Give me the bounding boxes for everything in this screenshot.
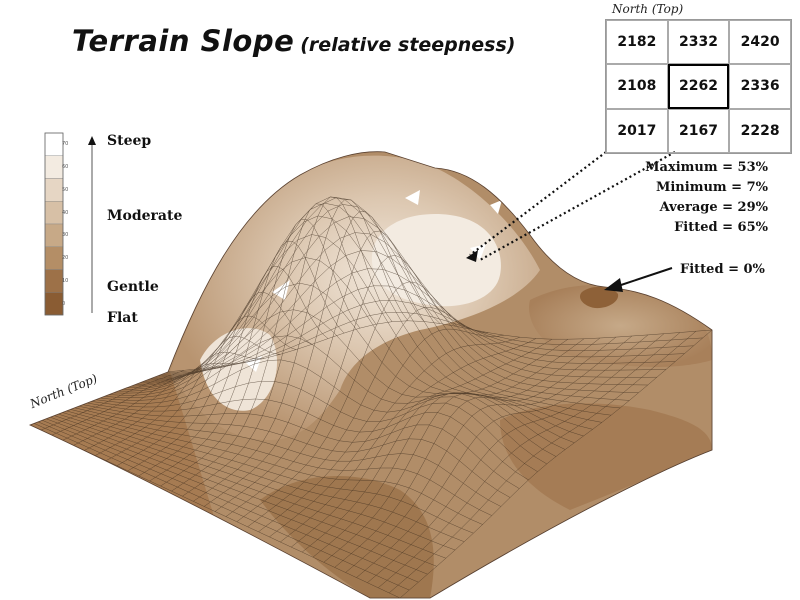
mesh-line	[119, 215, 602, 423]
legend-swatch	[44, 246, 64, 270]
stat-average: Average = 29%	[659, 200, 768, 215]
mesh-line	[78, 405, 511, 498]
grid-leader-line	[479, 151, 676, 261]
mesh-line	[103, 309, 566, 450]
peak-arrow-icon	[466, 250, 478, 262]
stat-minimum: Minimum = 7%	[655, 180, 768, 195]
legend-arrow-icon	[88, 136, 96, 145]
mesh-line	[62, 412, 474, 534]
grid-cell: 2336	[729, 64, 791, 109]
mesh-line	[107, 282, 575, 444]
title-main: Terrain Slope	[72, 24, 295, 58]
mesh-line	[50, 416, 446, 559]
mesh-line	[58, 413, 465, 542]
mesh-line	[70, 409, 492, 516]
mesh-line	[66, 410, 483, 525]
mesh-line	[139, 216, 648, 386]
mesh-line	[54, 415, 456, 551]
fitted-zero-arrow-icon	[604, 278, 623, 292]
grid-cell: 2182	[606, 20, 668, 65]
legend-label-gentle: Gentle	[107, 279, 159, 295]
grid-cell: 2108	[606, 64, 668, 109]
legend-frame	[44, 132, 64, 316]
mesh-line	[167, 320, 712, 373]
mesh-line	[127, 196, 621, 409]
surface-mesh	[30, 196, 712, 599]
title-subtitle: (relative steepness)	[300, 34, 516, 56]
mesh-line	[131, 197, 630, 401]
grid-cell-center: 2262	[667, 64, 730, 109]
mesh-line	[147, 250, 667, 380]
mesh-line	[155, 285, 685, 377]
grid-cell: 2167	[667, 108, 730, 153]
legend-tick-label: 70	[62, 141, 69, 148]
legend-swatch	[44, 269, 64, 293]
legend-swatch	[44, 132, 64, 156]
grid-cell: 2420	[729, 20, 791, 65]
legend-tick-label: 30	[62, 232, 69, 239]
ridge-zone	[529, 285, 712, 367]
grid-cell: 2017	[606, 108, 668, 153]
mesh-line	[98, 335, 557, 457]
fitted-zero-spot	[580, 286, 619, 309]
mesh-line	[135, 204, 639, 393]
grid-cell: 2228	[729, 108, 791, 153]
legend-tick-label: 40	[62, 209, 69, 216]
steep-spot	[470, 244, 486, 260]
elevation-grid: 2182 2332 2420 2108 2262 2336 2017 2167 …	[605, 19, 792, 154]
grid-leader-line	[469, 151, 607, 256]
legend-swatch	[44, 155, 64, 179]
mesh-line	[94, 359, 547, 465]
mesh-line	[74, 407, 502, 507]
steep-spot	[405, 190, 420, 205]
fitted-zero-arrow-line	[617, 267, 673, 287]
legend-swatch	[44, 223, 64, 247]
legend-tick-label: 10	[62, 277, 69, 284]
legend-swatch	[44, 292, 64, 316]
mesh-line	[34, 423, 410, 591]
mesh-line	[46, 418, 437, 567]
legend-tick-label: 0	[62, 300, 66, 307]
mesh-line	[82, 404, 520, 489]
mesh-line	[90, 380, 538, 472]
mesh-line	[143, 232, 657, 381]
legend-tick-label: 20	[62, 255, 69, 262]
legend-color-bar	[44, 132, 64, 316]
mesh-line	[159, 300, 694, 375]
legend-label-moderate: Moderate	[107, 208, 183, 224]
surface-outline	[28, 151, 713, 599]
fitted-zero-label: Fitted = 0%	[680, 262, 765, 277]
legend-tick-label: 50	[62, 186, 69, 193]
mesh-line	[115, 234, 593, 430]
mesh-line	[163, 311, 703, 374]
mesh-line	[86, 398, 529, 481]
steep-spot	[490, 200, 502, 214]
stat-fitted: Fitted = 65%	[674, 220, 768, 235]
mesh-line	[42, 420, 428, 575]
legend-label-steep: Steep	[107, 133, 152, 149]
grid-cell: 2332	[667, 20, 730, 65]
legend-swatch	[44, 201, 64, 225]
lower-slope-zone	[500, 403, 712, 510]
stat-maximum: Maximum = 53%	[645, 160, 768, 175]
legend-label-flat: Flat	[107, 310, 138, 326]
mesh-line	[111, 257, 584, 437]
mesh-line	[151, 268, 676, 378]
page-title: Terrain Slope (relative steepness)	[72, 24, 515, 58]
legend-tick-label: 60	[62, 164, 69, 171]
legend-swatch	[44, 178, 64, 202]
mesh-line	[38, 421, 419, 583]
grid-north-label: North (Top)	[612, 2, 684, 16]
